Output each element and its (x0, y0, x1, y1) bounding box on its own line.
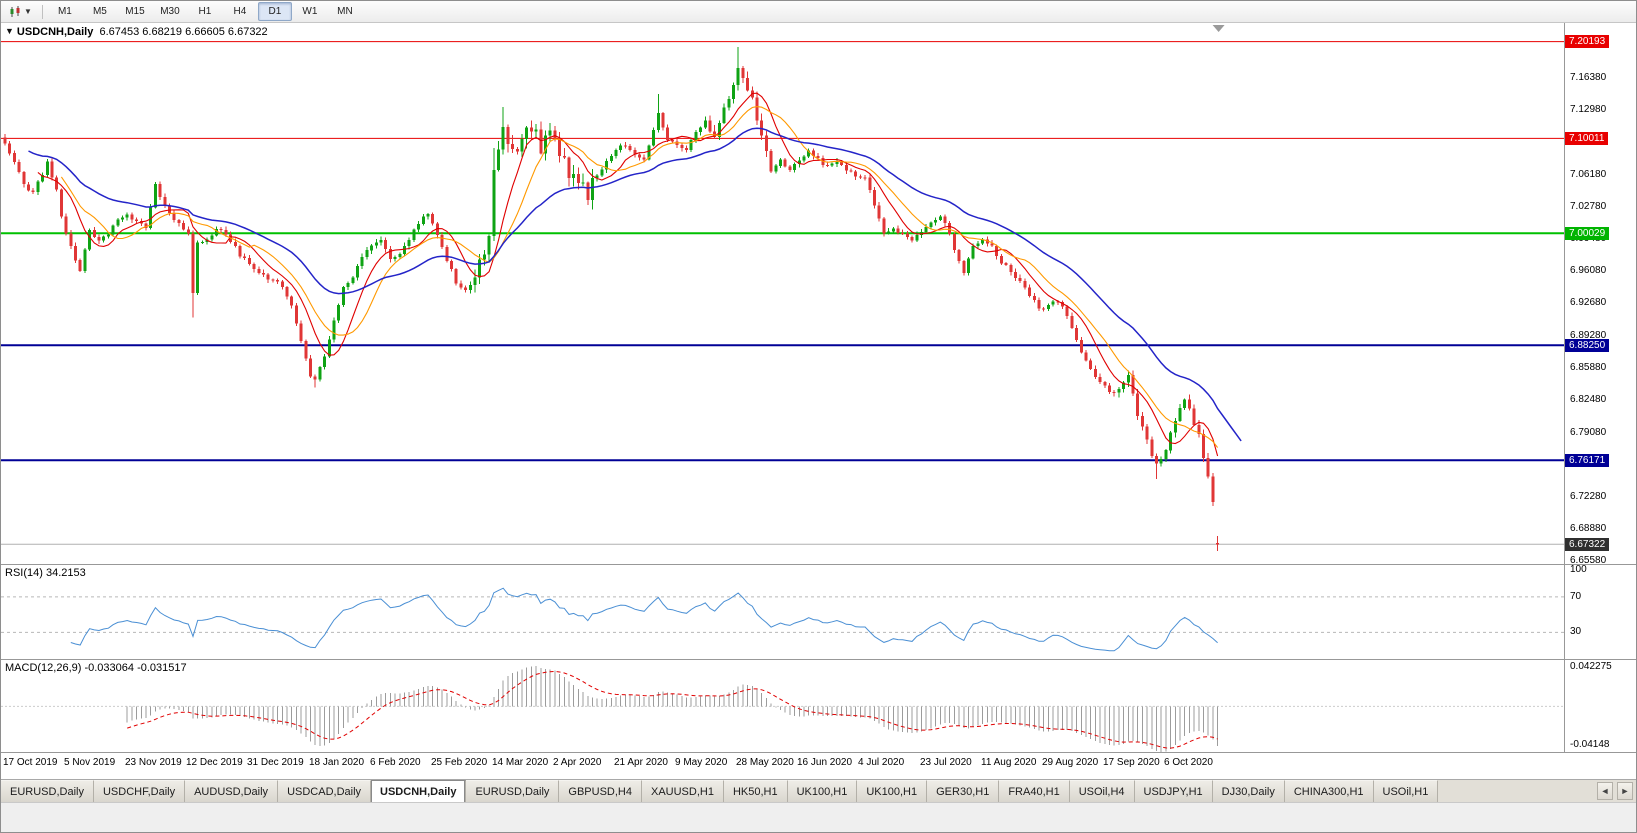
chart-tab-usdchf-daily[interactable]: USDCHF,Daily (93, 780, 186, 802)
timeframe-button-mn[interactable]: MN (337, 6, 353, 17)
chart-tab-usoil-h4[interactable]: USOil,H4 (1069, 780, 1135, 802)
timeframe-toolbar: ▼ M1 M5 M15 M30 H1 H4 D1 W1 MN (1, 1, 1636, 23)
chart-area[interactable]: ▼ USDCNH,Daily 6.67453 6.68219 6.66605 6.… (1, 23, 1636, 779)
chart-tab-fra40-h1[interactable]: FRA40,H1 (999, 780, 1070, 802)
toolbar-separator (41, 4, 43, 19)
chart-shift-marker (1212, 25, 1225, 32)
timeframe-button-d1[interactable]: D1 (257, 2, 292, 21)
price-chart-svg[interactable] (1, 23, 1636, 779)
chart-canvas[interactable] (1, 23, 1636, 779)
chart-tab-bar: EURUSD,Daily USDCHF,Daily AUDUSD,Daily USDC… (1, 779, 1636, 802)
timeframe-button-m1[interactable]: M1 (57, 6, 72, 17)
chart-tab-dj30-daily[interactable]: DJ30,Daily (1212, 780, 1285, 802)
tab-scroll-left-icon[interactable]: ◄ (1597, 782, 1613, 800)
chevron-down-icon: ▼ (24, 6, 32, 16)
chart-tab-usdcad-daily[interactable]: USDCAD,Daily (278, 780, 372, 802)
chart-tab-gbpusd-h4[interactable]: GBPUSD,H4 (559, 780, 642, 802)
timeframe-button-h1[interactable]: H1 (198, 6, 212, 17)
chart-type-button[interactable]: ▼ (4, 2, 37, 21)
chart-tab-audusd-daily[interactable]: AUDUSD,Daily (185, 780, 279, 802)
chart-tab-eurusd-daily[interactable]: EURUSD,Daily (466, 780, 560, 802)
tab-scroll-right-icon[interactable]: ► (1617, 782, 1633, 800)
chart-tab-usdjpy-h1[interactable]: USDJPY,H1 (1134, 780, 1213, 802)
timeframe-button-m5[interactable]: M5 (92, 6, 107, 17)
chart-tab-usoil-h1[interactable]: USOil,H1 (1373, 780, 1439, 802)
status-bar (1, 802, 1636, 832)
chart-tab-xauusd-h1[interactable]: XAUUSD,H1 (641, 780, 724, 802)
candlestick-chart-icon (10, 5, 20, 17)
chart-tab-hk50-h1[interactable]: HK50,H1 (723, 780, 788, 802)
chart-tab-eurusd-daily[interactable]: EURUSD,Daily (1, 780, 94, 802)
chart-tab-ger30-h1[interactable]: GER30,H1 (927, 780, 1000, 802)
chart-tab-china300-h1[interactable]: CHINA300,H1 (1284, 780, 1374, 802)
chart-tab-usdcnh-daily[interactable]: USDCNH,Daily (371, 780, 467, 802)
timeframe-button-h4[interactable]: H4 (233, 6, 247, 17)
chart-tab-uk100-h1[interactable]: UK100,H1 (857, 780, 928, 802)
timeframe-buttons: M1 M5 M15 M30 H1 H4 D1 W1 MN (48, 2, 362, 21)
timeframe-button-w1[interactable]: W1 (302, 6, 318, 17)
timeframe-button-m30[interactable]: M30 (160, 6, 180, 17)
chart-tab-uk100-h1[interactable]: UK100,H1 (787, 780, 858, 802)
tab-scroll-controls: ◄ ► (1594, 780, 1636, 802)
timeframe-button-m15[interactable]: M15 (125, 6, 145, 17)
